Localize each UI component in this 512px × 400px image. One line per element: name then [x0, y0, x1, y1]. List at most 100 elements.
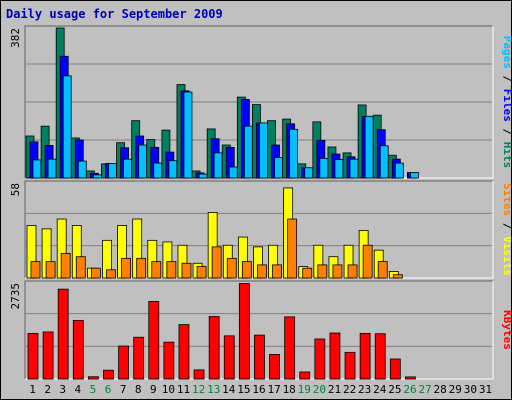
legend-pages: Pages: [501, 36, 511, 69]
bar-pages-day-21: [334, 159, 344, 179]
bar-pages-day-16: [259, 122, 268, 179]
legend-kbytes: KBytes: [501, 310, 511, 350]
y-max-label-kbytes: 2735: [9, 283, 22, 310]
bar-kbytes-day-15: [238, 283, 250, 380]
x-tick-label-day-15: 15: [237, 383, 250, 396]
bar-sites-day-5: [90, 267, 101, 279]
x-tick-label-day-21: 21: [328, 383, 341, 396]
bar-pages-day-9: [153, 162, 163, 179]
x-tick-label-day-8: 8: [135, 383, 142, 396]
x-tick-label-day-17: 17: [267, 383, 280, 396]
bar-kbytes-day-20: [314, 338, 326, 380]
x-tick-label-day-16: 16: [252, 383, 265, 396]
bar-sites-day-6: [106, 269, 116, 279]
bar-kbytes-day-11: [178, 324, 190, 380]
bar-pages-day-4: [77, 160, 87, 179]
x-tick-label-day-4: 4: [75, 383, 82, 396]
bar-pages-day-11: [183, 91, 193, 179]
x-tick-label-day-30: 30: [464, 383, 477, 396]
legend-separator: /: [501, 69, 511, 89]
bar-kbytes-day-22: [344, 351, 356, 380]
x-tick-label-day-25: 25: [388, 383, 401, 396]
x-tick-label-day-19: 19: [298, 383, 311, 396]
x-tick-label-day-2: 2: [44, 383, 51, 396]
bar-kbytes-day-23: [359, 332, 371, 380]
x-tick-label-day-3: 3: [59, 383, 66, 396]
x-tick-label-day-11: 11: [177, 383, 190, 396]
bar-sites-day-11: [181, 262, 192, 279]
bar-pages-day-6: [108, 163, 117, 179]
bar-pages-day-10: [168, 160, 178, 179]
bar-pages-day-2: [47, 158, 57, 179]
bar-kbytes-day-25: [389, 358, 401, 380]
bar-kbytes-day-1: [27, 332, 39, 380]
bar-pages-day-26: [410, 172, 419, 179]
bar-kbytes-day-18: [284, 316, 296, 380]
bar-kbytes-day-8: [133, 336, 145, 380]
bar-sites-day-20: [317, 264, 328, 279]
bar-kbytes-day-3: [57, 288, 69, 380]
bar-sites-day-24: [377, 261, 388, 279]
bar-kbytes-day-5: [87, 376, 99, 380]
panel-kbytes-shadow: [24, 280, 493, 379]
bar-sites-day-23: [362, 244, 373, 279]
legend-separator: /: [501, 122, 511, 142]
bar-sites-day-22: [347, 264, 358, 279]
bar-kbytes-day-6: [103, 369, 114, 380]
bar-sites-day-15: [241, 261, 252, 279]
bar-sites-day-13: [211, 246, 222, 279]
x-tick-label-day-27: 27: [418, 383, 431, 396]
bar-pages-day-25: [394, 162, 404, 179]
x-tick-label-day-26: 26: [403, 383, 416, 396]
bar-sites-day-19: [302, 267, 313, 279]
bar-kbytes-day-4: [72, 319, 84, 380]
bar-pages-day-13: [213, 152, 223, 179]
bar-pages-day-7: [123, 158, 132, 179]
bar-sites-day-18: [287, 218, 298, 279]
bar-pages-day-1: [32, 159, 42, 179]
bar-sites-day-8: [136, 257, 147, 279]
bar-pages-day-5: [92, 174, 102, 179]
bar-sites-day-4: [75, 256, 86, 279]
legend-files: Files: [501, 89, 511, 122]
bar-kbytes-day-17: [269, 354, 280, 380]
legend-visits-sites: Sites / Visits: [501, 183, 511, 276]
bar-kbytes-day-14: [223, 335, 235, 380]
panel-hits-files-pages-shadow: [24, 25, 493, 178]
legend-hits: Hits: [501, 142, 511, 169]
x-tick-label-day-22: 22: [343, 383, 356, 396]
bar-pages-day-23: [364, 115, 374, 179]
y-max-label-visits-sites: 58: [9, 183, 22, 196]
chart-title: Daily usage for September 2009: [6, 7, 223, 21]
bar-pages-day-14: [228, 166, 238, 179]
bar-pages-day-18: [289, 128, 299, 179]
bar-pages-day-15: [243, 125, 253, 179]
panel-visits-sites-shadow: [24, 180, 493, 278]
bar-pages-day-8: [138, 144, 148, 179]
bar-kbytes-day-19: [299, 371, 311, 380]
x-tick-label-day-13: 13: [207, 383, 220, 396]
bar-pages-day-24: [379, 145, 389, 179]
bar-sites-day-25: [392, 274, 403, 279]
x-tick-label-day-10: 10: [162, 383, 175, 396]
x-tick-label-day-12: 12: [192, 383, 205, 396]
legend-sites: Sites: [501, 183, 511, 216]
bar-sites-day-14: [226, 257, 237, 279]
bar-kbytes-day-16: [254, 334, 265, 380]
bar-kbytes-day-24: [374, 333, 386, 380]
x-tick-label-day-14: 14: [222, 383, 236, 396]
x-tick-label-day-24: 24: [373, 383, 387, 396]
legend-separator: /: [501, 216, 511, 236]
bar-sites-day-16: [257, 264, 267, 279]
bar-pages-day-19: [304, 167, 314, 179]
bar-kbytes-day-12: [193, 369, 205, 380]
x-tick-label-day-31: 31: [479, 383, 492, 396]
bar-pages-day-17: [274, 157, 283, 179]
legend-hits-files-pages: Pages / Files / Hits: [501, 36, 511, 169]
x-tick-label-day-29: 29: [449, 383, 462, 396]
y-max-label-hits-files-pages: 382: [9, 28, 22, 48]
bar-sites-day-7: [121, 257, 131, 279]
x-tick-label-day-6: 6: [105, 383, 112, 396]
bar-sites-day-10: [166, 261, 177, 279]
